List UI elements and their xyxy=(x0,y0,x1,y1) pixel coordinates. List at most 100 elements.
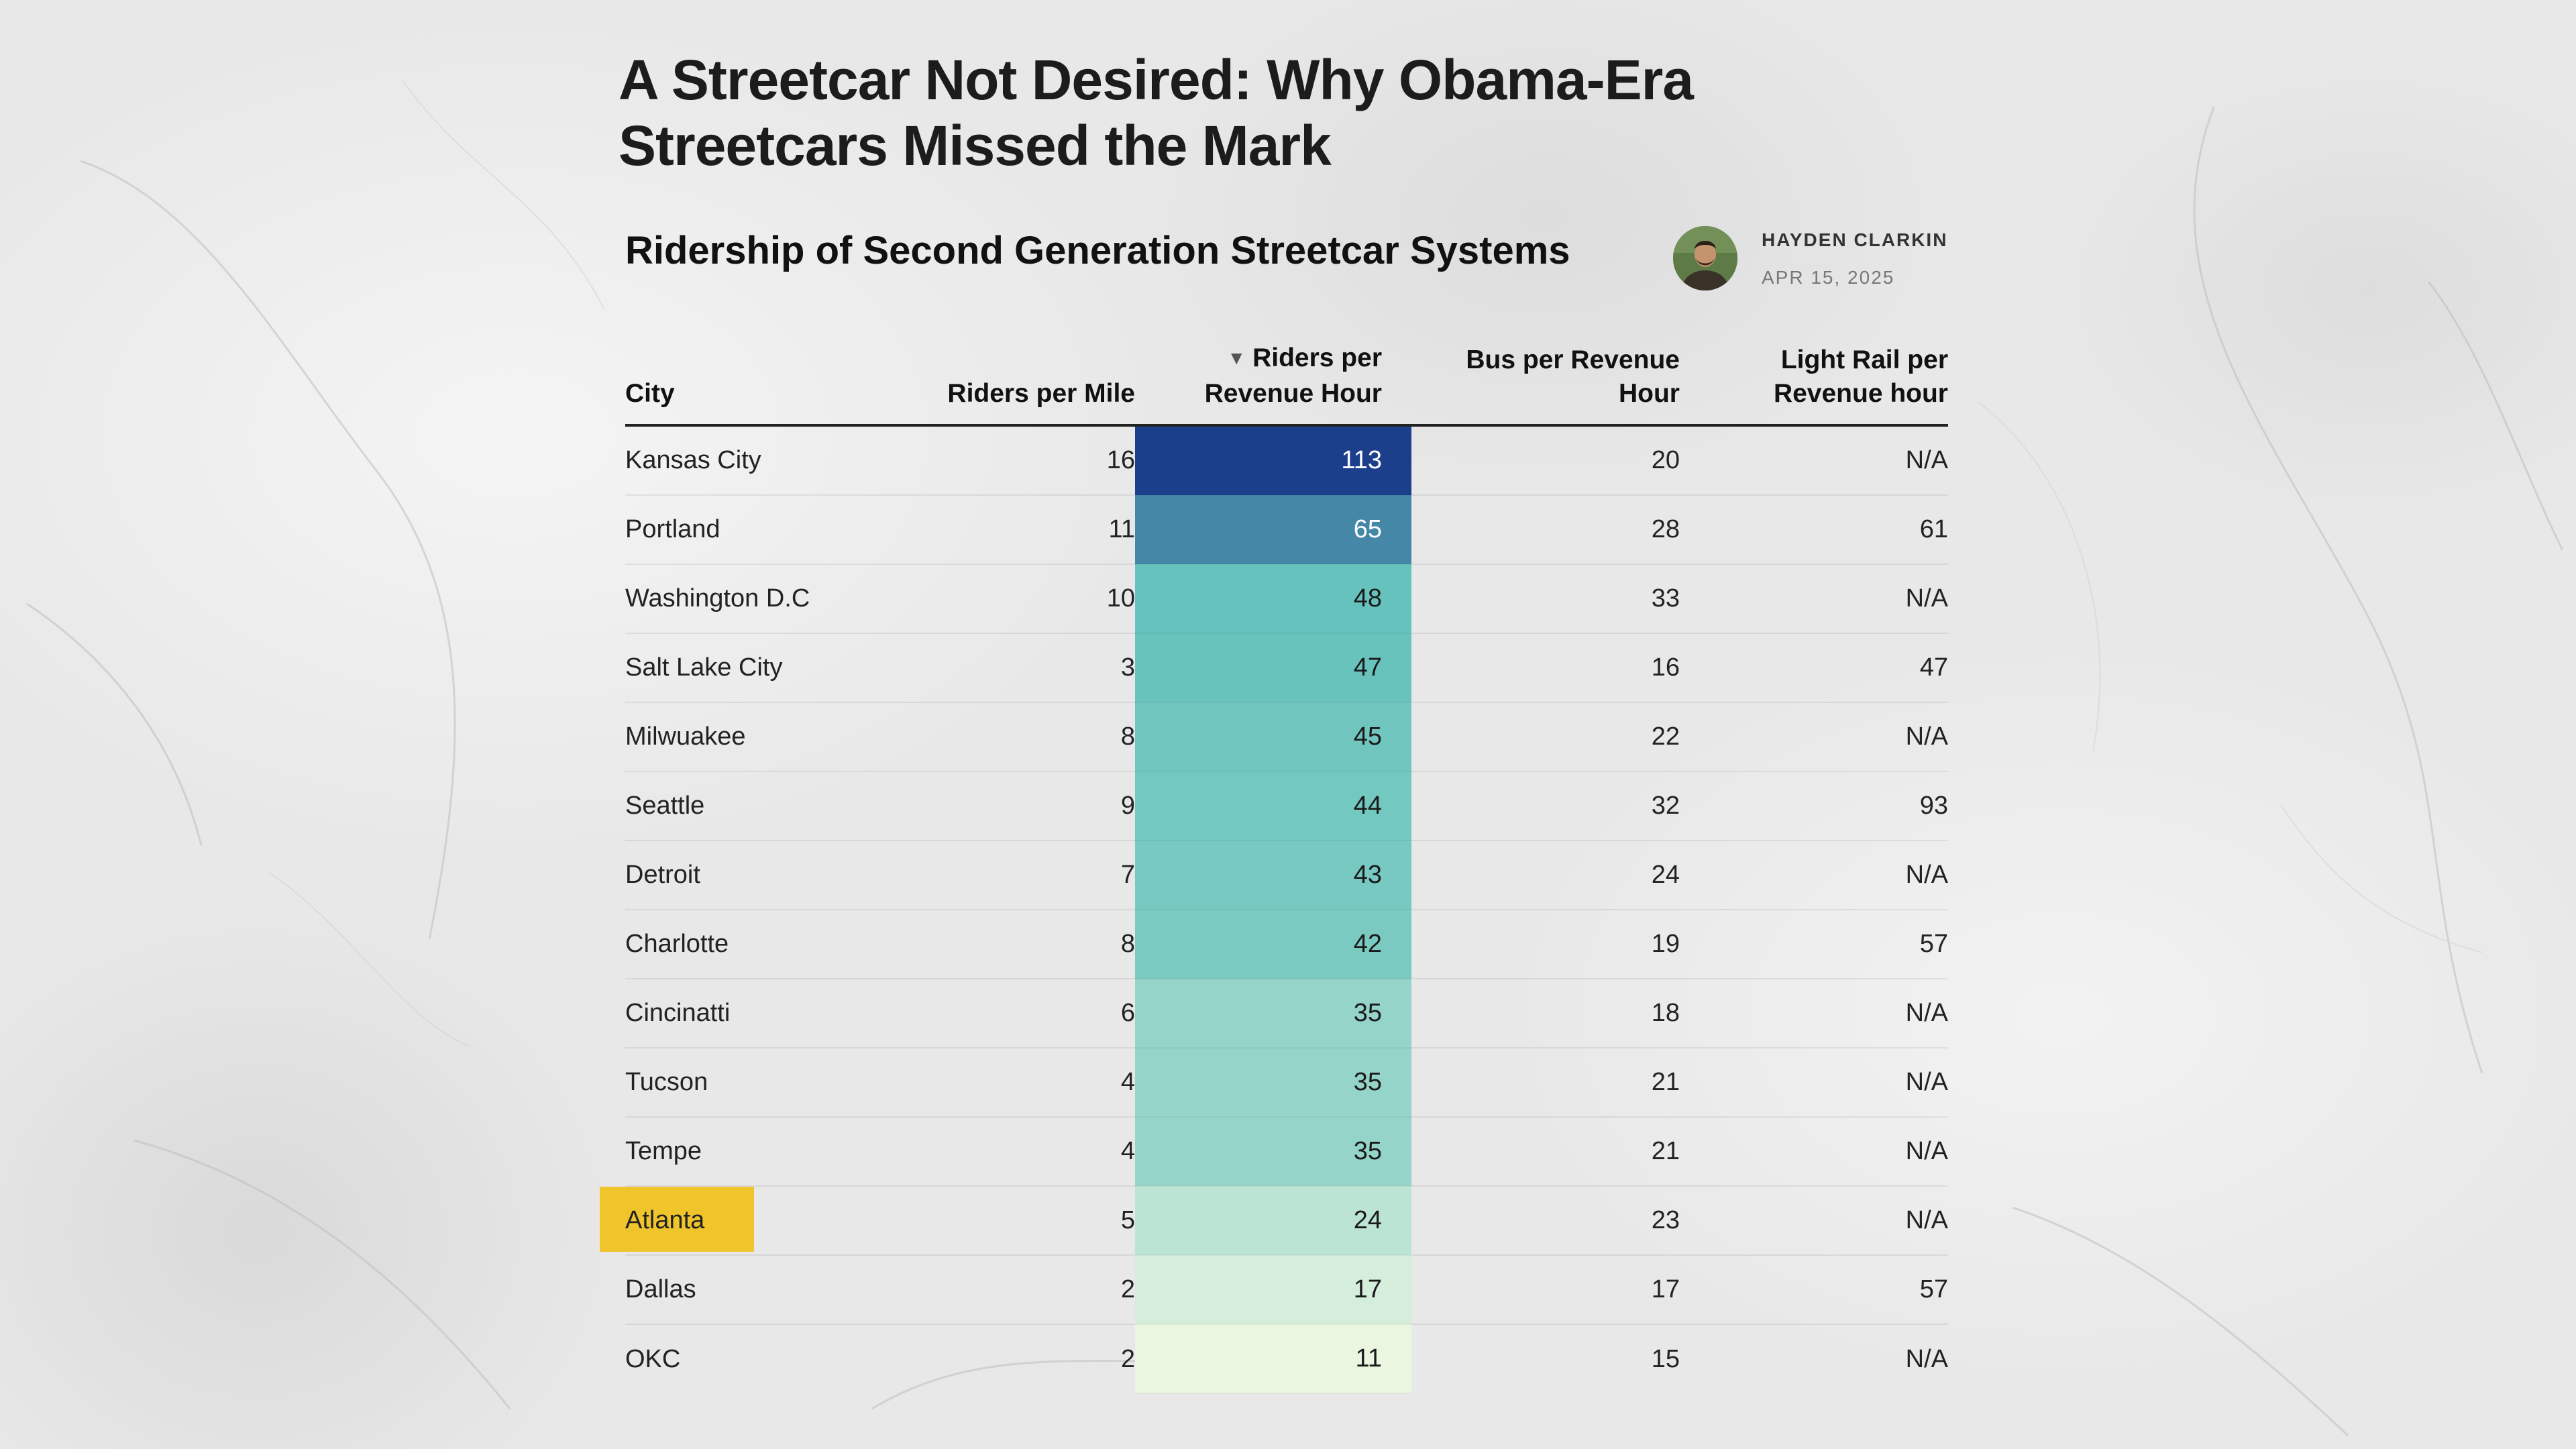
cell-city: Charlotte xyxy=(625,910,894,979)
cell-riders-per-revenue-hour: 48 xyxy=(1135,564,1411,634)
table-row: Milwuakee 8 45 22 N/A xyxy=(625,702,1948,772)
column-header-riders-per-mile[interactable]: Riders per Mile xyxy=(894,322,1135,427)
table-body: Kansas City 16 113 20 N/A Portland 11 65 28 61 Was… xyxy=(600,425,1948,1394)
cell-light-rail-per-revenue-hour: 47 xyxy=(1680,633,1948,703)
cell-light-rail-per-revenue-hour: 61 xyxy=(1680,495,1948,565)
table-row: Salt Lake City 3 47 16 47 xyxy=(625,633,1948,703)
cell-riders-per-mile: 7 xyxy=(894,841,1135,910)
table-row: Seattle 9 44 32 93 xyxy=(625,771,1948,841)
cell-riders-per-revenue-hour: 113 xyxy=(1135,425,1411,496)
cell-bus-per-revenue-hour: 24 xyxy=(1411,841,1680,910)
cell-riders-per-revenue-hour: 35 xyxy=(1135,979,1411,1049)
cell-light-rail-per-revenue-hour: N/A xyxy=(1680,1186,1948,1256)
cell-bus-per-revenue-hour: 15 xyxy=(1651,1344,1680,1373)
cell-light-rail-per-revenue-hour: 57 xyxy=(1680,1255,1948,1325)
cell-city: Atlanta xyxy=(600,1186,894,1256)
cell-riders-per-revenue-hour: 35 xyxy=(1135,1117,1411,1187)
city-highlight-marker xyxy=(600,1187,754,1252)
cell-riders-per-revenue-hour: 24 xyxy=(1135,1186,1411,1256)
cell-city: Cincinatti xyxy=(625,979,894,1049)
headline-line-1: A Streetcar Not Desired: Why Obama-Era xyxy=(619,48,1694,111)
cell-riders-per-mile: 2 xyxy=(894,1255,1135,1325)
cell-riders-per-mile: 8 xyxy=(894,702,1135,772)
cell-city: Seattle xyxy=(625,771,894,841)
cell-bus-per-revenue-hour: 32 xyxy=(1411,771,1680,841)
cell-riders-per-revenue-hour: 65 xyxy=(1135,495,1411,565)
cell-bus-per-revenue-hour: 21 xyxy=(1411,1048,1680,1118)
table-row: Cincinatti 6 35 18 N/A xyxy=(625,979,1948,1049)
table-row: Portland 11 65 28 61 xyxy=(625,495,1948,565)
cell-city: Tempe xyxy=(625,1117,894,1187)
cell-light-rail-per-revenue-hour: N/A xyxy=(1680,425,1948,496)
cell-riders-per-mile: 9 xyxy=(894,771,1135,841)
cell-light-rail-per-revenue-hour: 93 xyxy=(1680,771,1948,841)
cell-light-rail-per-revenue-hour: N/A xyxy=(1680,979,1948,1049)
cell-city: OKC xyxy=(625,1344,681,1373)
table-row: Detroit 7 43 24 N/A xyxy=(625,841,1948,910)
cell-riders-per-mile: 16 xyxy=(894,425,1135,496)
cell-light-rail-per-revenue-hour: N/A xyxy=(1680,564,1948,634)
cell-riders-per-mile: 4 xyxy=(894,1117,1135,1187)
cell-bus-per-revenue-hour: 23 xyxy=(1411,1186,1680,1256)
cell-light-rail-per-revenue-hour: N/A xyxy=(1680,1117,1948,1187)
cell-riders-per-mile: 6 xyxy=(894,979,1135,1049)
cell-city: Milwuakee xyxy=(625,702,894,772)
cell-light-rail-per-revenue-hour: N/A xyxy=(1680,702,1948,772)
table-row: Charlotte 8 42 19 57 xyxy=(625,910,1948,979)
cell-city: Washington D.C xyxy=(625,564,894,634)
cell-riders-per-revenue-hour: 45 xyxy=(1135,702,1411,772)
cell-city: Portland xyxy=(625,495,894,565)
table-row: Dallas 2 17 17 57 xyxy=(625,1255,1948,1325)
cell-city: Tucson xyxy=(625,1048,894,1118)
cell-riders-per-revenue-hour: 35 xyxy=(1135,1048,1411,1118)
cell-light-rail-per-revenue-hour: N/A xyxy=(1680,841,1948,910)
cell-riders-per-revenue-hour: 43 xyxy=(1135,841,1411,910)
author-photo-icon xyxy=(1673,226,1737,290)
cell-riders-per-mile: 8 xyxy=(894,910,1135,979)
column-header-city[interactable]: City xyxy=(625,322,894,427)
column-header-riders-per-revenue-hour[interactable]: ▼ Riders per Revenue Hour xyxy=(1135,322,1411,427)
sort-descending-icon: ▼ xyxy=(1227,347,1246,368)
ridership-table: City Riders per Mile ▼ Riders per Revenue… xyxy=(600,322,1948,1394)
author-name: HAYDEN CLARKIN xyxy=(1762,229,1948,250)
cell-light-rail-per-revenue-hour: N/A xyxy=(1905,1344,1948,1373)
cell-riders-per-mile: 2 xyxy=(1120,1344,1135,1373)
cell-riders-per-revenue-hour: 17 xyxy=(1135,1255,1411,1325)
cell-riders-per-mile: 3 xyxy=(894,633,1135,703)
table-row: Tempe 4 35 21 N/A xyxy=(625,1117,1948,1187)
cell-city: Dallas xyxy=(625,1255,894,1325)
headline-line-2: Streetcars Missed the Mark xyxy=(619,114,1332,177)
author-avatar xyxy=(1673,226,1737,290)
cell-city-label: Atlanta xyxy=(625,1206,705,1234)
table-row: Tucson 4 35 21 N/A xyxy=(625,1048,1948,1118)
cell-city: Detroit xyxy=(625,841,894,910)
cell-bus-per-revenue-hour: 22 xyxy=(1411,702,1680,772)
publish-date: APR 15, 2025 xyxy=(1762,267,1895,288)
cell-bus-per-revenue-hour: 16 xyxy=(1411,633,1680,703)
cell-bus-per-revenue-hour: 33 xyxy=(1411,564,1680,634)
column-header-riders-per-revenue-hour-label: Riders per Revenue Hour xyxy=(1204,343,1382,408)
article-headline: A Streetcar Not Desired: Why Obama-Era S… xyxy=(619,47,1893,178)
cell-bus-per-revenue-hour: 18 xyxy=(1411,979,1680,1049)
table-row: Washington D.C 10 48 33 N/A xyxy=(625,564,1948,634)
cell-bus-per-revenue-hour: 19 xyxy=(1411,910,1680,979)
cell-bus-per-revenue-hour: 17 xyxy=(1411,1255,1680,1325)
cell-bus-per-revenue-hour: 21 xyxy=(1411,1117,1680,1187)
table-row: Kansas City 16 113 20 N/A xyxy=(625,425,1948,496)
cell-riders-per-revenue-hour: 47 xyxy=(1135,633,1411,703)
cell-riders-per-revenue-hour: 11 xyxy=(1135,1324,1411,1394)
cell-city: Kansas City xyxy=(625,425,894,496)
table-row: Atlanta 5 24 23 N/A xyxy=(600,1186,1948,1256)
cell-bus-per-revenue-hour: 28 xyxy=(1411,495,1680,565)
cell-city: Salt Lake City xyxy=(625,633,894,703)
cell-riders-per-mile: 4 xyxy=(894,1048,1135,1118)
column-header-light-rail-per-revenue-hour[interactable]: Light Rail per Revenue hour xyxy=(1680,322,1948,427)
cell-riders-per-revenue-hour: 44 xyxy=(1135,771,1411,841)
cell-light-rail-per-revenue-hour: N/A xyxy=(1680,1048,1948,1118)
cell-light-rail-per-revenue-hour: 57 xyxy=(1680,910,1948,979)
column-header-bus-per-revenue-hour[interactable]: Bus per Revenue Hour xyxy=(1411,322,1680,427)
table-title: Ridership of Second Generation Streetcar… xyxy=(625,229,1570,272)
table-header-row: City Riders per Mile ▼ Riders per Revenue… xyxy=(625,322,1948,427)
cell-riders-per-mile: 10 xyxy=(894,564,1135,634)
